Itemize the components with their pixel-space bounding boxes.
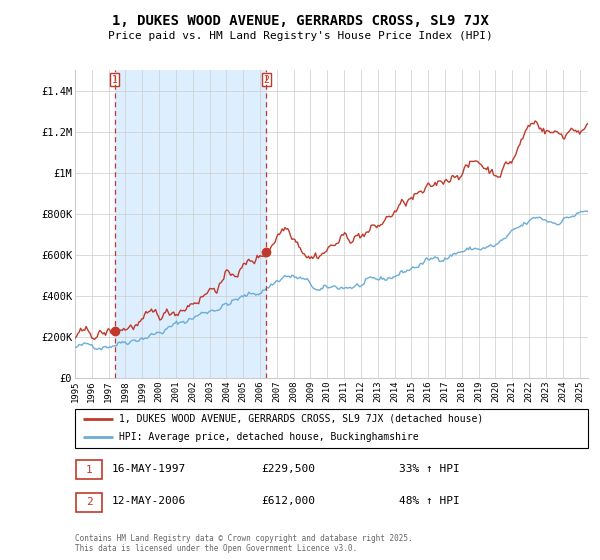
Text: 2: 2 (86, 497, 93, 507)
Text: Contains HM Land Registry data © Crown copyright and database right 2025.
This d: Contains HM Land Registry data © Crown c… (75, 534, 413, 553)
Text: 33% ↑ HPI: 33% ↑ HPI (399, 464, 460, 474)
Text: 1, DUKES WOOD AVENUE, GERRARDS CROSS, SL9 7JX (detached house): 1, DUKES WOOD AVENUE, GERRARDS CROSS, SL… (119, 414, 483, 423)
Text: £612,000: £612,000 (261, 496, 315, 506)
Text: £229,500: £229,500 (261, 464, 315, 474)
Text: HPI: Average price, detached house, Buckinghamshire: HPI: Average price, detached house, Buck… (119, 432, 418, 442)
Text: 2: 2 (263, 74, 269, 85)
Text: 16-MAY-1997: 16-MAY-1997 (112, 464, 187, 474)
Bar (115, 70, 266, 378)
FancyBboxPatch shape (76, 460, 102, 479)
FancyBboxPatch shape (75, 409, 588, 448)
Text: 12-MAY-2006: 12-MAY-2006 (112, 496, 187, 506)
Text: 48% ↑ HPI: 48% ↑ HPI (399, 496, 460, 506)
Text: 1, DUKES WOOD AVENUE, GERRARDS CROSS, SL9 7JX: 1, DUKES WOOD AVENUE, GERRARDS CROSS, SL… (112, 14, 488, 28)
Text: Price paid vs. HM Land Registry's House Price Index (HPI): Price paid vs. HM Land Registry's House … (107, 31, 493, 41)
Text: 1: 1 (86, 465, 93, 475)
FancyBboxPatch shape (76, 493, 102, 512)
Text: 1: 1 (112, 74, 118, 85)
